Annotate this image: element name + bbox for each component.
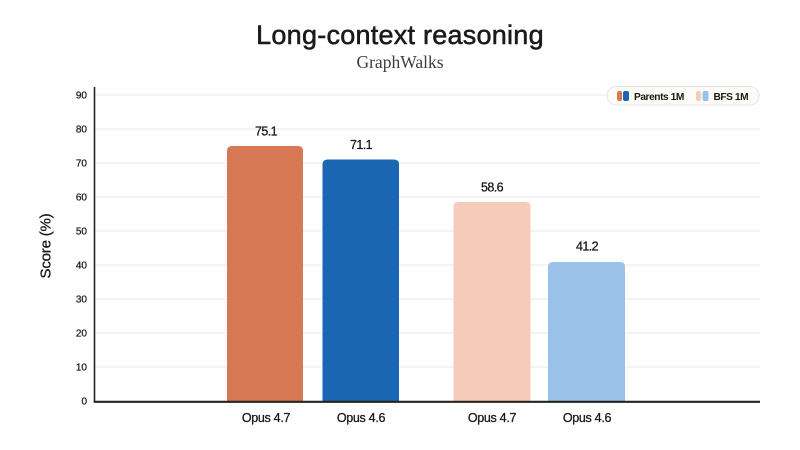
svg-text:Parents 1M: Parents 1M xyxy=(634,92,684,103)
svg-text:58.6: 58.6 xyxy=(481,181,504,195)
svg-text:75.1: 75.1 xyxy=(255,125,278,139)
svg-text:40: 40 xyxy=(76,261,88,272)
svg-text:0: 0 xyxy=(81,397,87,408)
svg-text:90: 90 xyxy=(76,91,88,102)
svg-text:GraphWalks: GraphWalks xyxy=(356,52,443,72)
svg-text:70: 70 xyxy=(76,159,88,170)
svg-text:BFS 1M: BFS 1M xyxy=(714,92,749,103)
svg-text:Long-context reasoning: Long-context reasoning xyxy=(256,20,544,50)
svg-text:30: 30 xyxy=(76,295,88,306)
svg-text:10: 10 xyxy=(76,363,88,374)
svg-text:60: 60 xyxy=(76,193,88,204)
svg-text:20: 20 xyxy=(76,329,88,340)
svg-text:Opus 4.7: Opus 4.7 xyxy=(242,411,291,425)
svg-text:71.1: 71.1 xyxy=(350,138,373,152)
svg-text:Opus 4.6: Opus 4.6 xyxy=(337,411,386,425)
svg-text:41.2: 41.2 xyxy=(576,240,599,254)
svg-text:Opus 4.7: Opus 4.7 xyxy=(468,411,517,425)
svg-text:Score (%): Score (%) xyxy=(38,213,55,278)
svg-text:Opus 4.6: Opus 4.6 xyxy=(563,411,612,425)
svg-text:80: 80 xyxy=(76,125,88,136)
svg-text:50: 50 xyxy=(76,227,88,238)
